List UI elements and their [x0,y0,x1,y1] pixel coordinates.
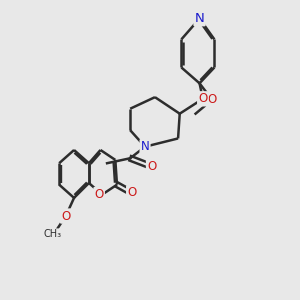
Text: N: N [141,140,149,153]
Text: O: O [208,93,217,106]
Text: O: O [127,186,136,200]
Text: O: O [147,160,156,173]
Text: O: O [61,209,70,223]
Text: N: N [195,12,204,25]
Text: O: O [198,92,208,105]
Text: CH₃: CH₃ [44,230,62,239]
Text: O: O [94,188,104,201]
